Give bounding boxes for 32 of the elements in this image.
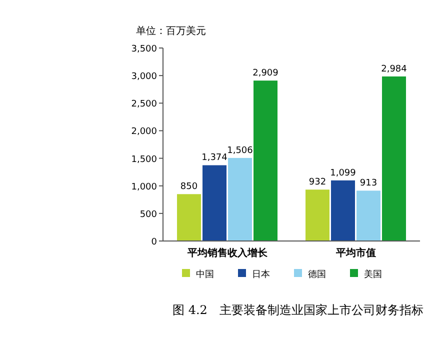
legend-label: 中国 [196,269,214,280]
y-tick-label: 2,000 [131,127,158,138]
legend-label: 德国 [308,269,326,280]
bar [331,180,355,241]
y-tick-label: 0 [151,238,158,248]
bar [202,165,226,241]
data-label: 2,984 [381,64,408,74]
x-tick-label: 平均销售收入增长 [186,247,268,259]
bar [382,76,406,241]
y-tick-label: 3,500 [131,44,158,54]
data-label: 1,374 [202,153,228,164]
bar [177,194,201,241]
data-label: 1,506 [227,146,254,156]
bar [356,190,380,241]
bar [228,158,252,241]
bar [306,190,330,241]
y-tick-label: 3,000 [131,72,158,82]
y-tick-label: 1,000 [131,182,158,192]
y-tick-label: 1,500 [131,154,158,165]
x-tick-label: 平均市值 [334,247,376,259]
y-axis-title: 单位：百万美元 [136,25,206,37]
data-label: 913 [360,178,378,189]
data-label: 1,099 [330,168,356,178]
bar [254,80,278,241]
data-label: 2,909 [252,68,279,79]
data-label: 850 [180,182,198,192]
y-tick-label: 500 [140,210,158,220]
data-label: 932 [308,178,326,188]
legend-label: 美国 [364,269,382,280]
text: 图 4.2 主要装备制造业国家上市公司财务指标 [172,303,424,317]
legend-label: 日本 [252,269,270,280]
y-tick-label: 2,500 [131,100,158,110]
